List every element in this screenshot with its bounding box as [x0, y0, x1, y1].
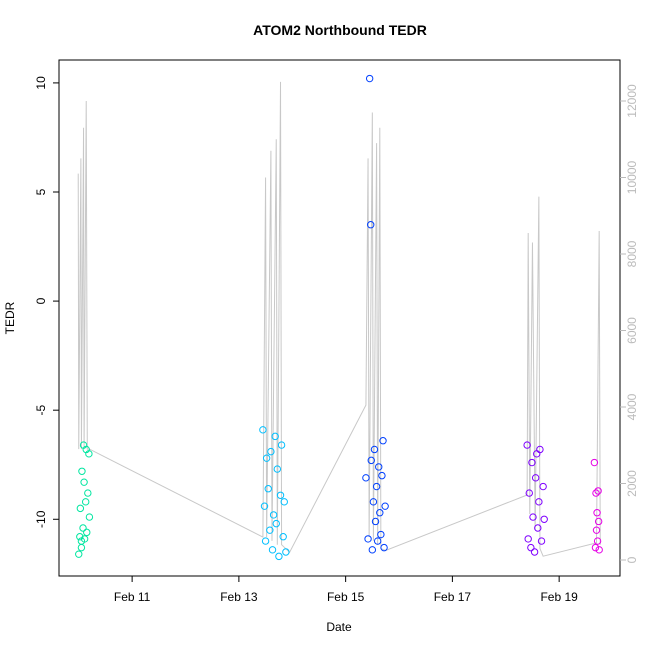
y-axis-label: TEDR	[3, 301, 17, 334]
point	[373, 537, 382, 545]
x-tick-label: Feb 13	[220, 590, 258, 604]
point	[594, 487, 602, 495]
y-tick-label: 0	[34, 297, 48, 304]
point	[595, 546, 603, 554]
point	[276, 491, 285, 499]
point	[368, 546, 377, 554]
point	[84, 489, 92, 497]
point	[592, 489, 600, 497]
point	[367, 221, 375, 229]
x-axis-label: Date	[326, 620, 352, 634]
point	[260, 502, 269, 510]
point	[534, 524, 542, 532]
point	[381, 502, 389, 510]
point	[76, 533, 84, 541]
y2-tick-label: 0	[625, 556, 639, 563]
point	[370, 445, 379, 454]
point	[267, 447, 275, 456]
point	[261, 537, 270, 545]
point	[80, 535, 89, 543]
y-tick-label: 5	[34, 188, 48, 195]
point	[367, 456, 375, 465]
point	[376, 509, 384, 517]
point	[79, 524, 87, 532]
x-tick-label: Feb 19	[540, 590, 578, 604]
point	[593, 537, 602, 545]
point	[590, 458, 599, 467]
point	[530, 548, 539, 556]
point	[594, 517, 603, 526]
point	[371, 517, 380, 526]
point	[531, 474, 540, 482]
point	[372, 482, 381, 491]
line	[77, 81, 601, 557]
point	[280, 498, 288, 506]
point	[528, 458, 536, 467]
point	[264, 485, 272, 493]
point	[536, 445, 544, 454]
x-tick-label: Feb 17	[434, 590, 472, 604]
point	[77, 543, 86, 552]
point	[592, 526, 601, 534]
point	[375, 463, 383, 471]
point	[377, 530, 385, 539]
y2-tick-label: 12000	[625, 84, 639, 118]
x-tick-label: Feb 15	[327, 590, 365, 604]
point	[540, 515, 548, 523]
point	[369, 498, 378, 506]
point	[591, 543, 600, 552]
y-tick-label: 10	[34, 76, 48, 90]
y2-tick-label: 2000	[625, 470, 639, 497]
point	[83, 528, 91, 537]
x-tick-label: Feb 11	[114, 590, 151, 604]
y2-tick-label: 10000	[625, 160, 639, 194]
point	[529, 513, 537, 521]
point	[527, 543, 535, 552]
point	[277, 441, 286, 449]
point	[268, 546, 277, 554]
point	[273, 465, 282, 473]
chart-title: ATOM2 Northbound TEDR	[253, 22, 427, 38]
point	[378, 471, 386, 480]
point	[272, 519, 280, 528]
point	[259, 426, 267, 434]
y2-tick-label: 4000	[625, 393, 639, 420]
y-tick-label: -5	[34, 405, 48, 416]
point	[362, 474, 370, 482]
point	[85, 450, 93, 458]
point	[524, 535, 532, 543]
point	[279, 533, 287, 541]
point	[75, 550, 83, 558]
point	[537, 537, 546, 545]
point	[380, 543, 388, 552]
point	[365, 74, 374, 83]
point	[525, 489, 533, 497]
point	[80, 478, 88, 486]
y2-tick-label: 6000	[625, 317, 639, 344]
point	[81, 498, 90, 506]
point	[379, 437, 387, 445]
y-tick-label: -10	[34, 510, 48, 528]
plot-frame	[58, 59, 621, 577]
point	[593, 509, 601, 517]
point	[282, 548, 290, 556]
point	[269, 511, 278, 519]
point	[266, 526, 274, 534]
point	[275, 552, 283, 561]
point	[76, 504, 85, 513]
point	[364, 535, 372, 543]
point	[85, 513, 94, 521]
point	[78, 467, 86, 475]
point	[262, 454, 271, 462]
point	[523, 441, 531, 449]
point	[271, 432, 279, 441]
y2-tick-label: 8000	[625, 240, 639, 267]
point	[535, 498, 543, 506]
point	[539, 482, 547, 491]
